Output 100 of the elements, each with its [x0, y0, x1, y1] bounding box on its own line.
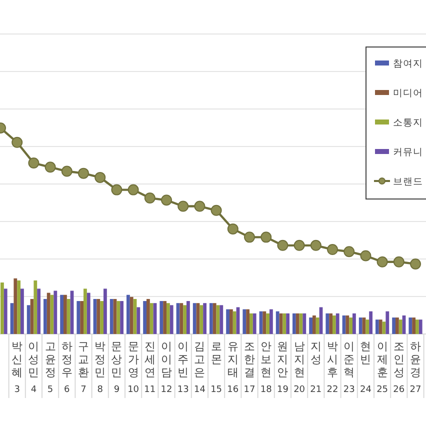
- point: [94, 172, 106, 183]
- bar: [398, 320, 402, 334]
- bar: [276, 311, 280, 334]
- legend-label: 브랜드: [393, 176, 423, 188]
- bar: [4, 288, 8, 334]
- bar: [329, 313, 332, 334]
- x-tick-label: 이주빈 13: [177, 340, 189, 395]
- bar: [212, 303, 216, 334]
- bar: [282, 313, 286, 334]
- point: [44, 162, 56, 173]
- bar: [160, 301, 164, 334]
- bar: [86, 292, 90, 334]
- bar: [392, 318, 396, 334]
- bar: [14, 278, 18, 334]
- point: [194, 200, 206, 212]
- bar: [296, 313, 300, 334]
- bar: [230, 309, 233, 334]
- legend-label: 참여지: [393, 58, 423, 70]
- point: [227, 223, 238, 234]
- bar: [76, 301, 80, 334]
- bar: [302, 313, 306, 334]
- x-tick-label: 김고은 14: [194, 340, 206, 395]
- category-label: 현빈 24: [360, 340, 372, 395]
- bar: [386, 311, 390, 334]
- bar: [250, 313, 253, 334]
- bar: [252, 313, 256, 334]
- point: [410, 258, 421, 270]
- bar: [84, 288, 87, 334]
- bar: [316, 318, 320, 334]
- point: [78, 168, 89, 179]
- bar: [242, 309, 246, 334]
- x-tick-label: 이제훈 25: [376, 340, 388, 395]
- bar: [378, 320, 382, 334]
- bar: [346, 315, 350, 334]
- bar: [37, 288, 40, 334]
- bar: [186, 301, 190, 334]
- bar: [170, 305, 174, 334]
- x-tick-label: 하윤경 27: [410, 340, 422, 395]
- bar: [34, 280, 38, 334]
- point: [244, 232, 255, 243]
- point: [360, 250, 372, 262]
- bar: [396, 318, 399, 334]
- x-tick-label: 구교환 7: [78, 340, 89, 395]
- legend-label: 미디어: [393, 88, 423, 99]
- bar: [416, 320, 419, 334]
- point: [144, 192, 156, 204]
- bar: [166, 303, 170, 334]
- bar: [20, 288, 24, 334]
- bar: [418, 320, 422, 334]
- bar: [349, 318, 352, 334]
- point: [344, 246, 355, 258]
- bar: [262, 311, 266, 334]
- point: [260, 232, 272, 243]
- x-tick-label: 안보현 18: [260, 340, 272, 395]
- bar: [120, 301, 124, 334]
- bar: [192, 303, 196, 334]
- bar: [312, 315, 316, 334]
- bar: [54, 290, 58, 334]
- bar: [126, 294, 130, 334]
- point: [294, 240, 305, 251]
- x-tick-label: 하정우 6: [61, 340, 72, 395]
- bar: [336, 313, 340, 334]
- bar: [266, 313, 270, 334]
- bar: [130, 296, 134, 334]
- x-tick-label: 조한결 17: [244, 340, 256, 395]
- x-tick-label: 문상민 9: [111, 340, 122, 395]
- x-tick-label: 유지태 16: [227, 340, 239, 395]
- bar: [46, 292, 50, 334]
- x-tick-label: 남지현 20: [294, 340, 306, 395]
- bar: [64, 294, 67, 334]
- point: [161, 194, 172, 206]
- bar: [412, 318, 416, 334]
- bar: [369, 311, 372, 334]
- point: [28, 158, 40, 169]
- point: [310, 240, 322, 251]
- point: [327, 244, 338, 256]
- bar: [210, 303, 213, 334]
- bar: [203, 303, 206, 334]
- bar: [270, 309, 273, 334]
- legend-label: 소통지: [393, 118, 423, 128]
- bar: [200, 305, 204, 334]
- bar: [376, 320, 379, 334]
- x-tick-label: 조인성 26: [393, 340, 405, 395]
- point: [128, 184, 139, 196]
- x-tick-label: 고윤정 5: [44, 340, 56, 395]
- bar: [146, 298, 150, 334]
- bar: [326, 313, 330, 334]
- bar: [96, 298, 100, 334]
- bar: [80, 301, 84, 334]
- bar: [366, 320, 370, 334]
- x-tick-label: 박정민 8: [94, 340, 106, 395]
- x-tick-label: 이이담 12: [160, 340, 172, 395]
- bar: [220, 305, 224, 334]
- bar: [116, 301, 120, 334]
- bar: [110, 298, 114, 334]
- point: [178, 200, 189, 212]
- bar: [150, 303, 154, 334]
- bar: [180, 303, 184, 334]
- x-tick-label: 진세연 11: [144, 340, 156, 395]
- point: [61, 166, 72, 177]
